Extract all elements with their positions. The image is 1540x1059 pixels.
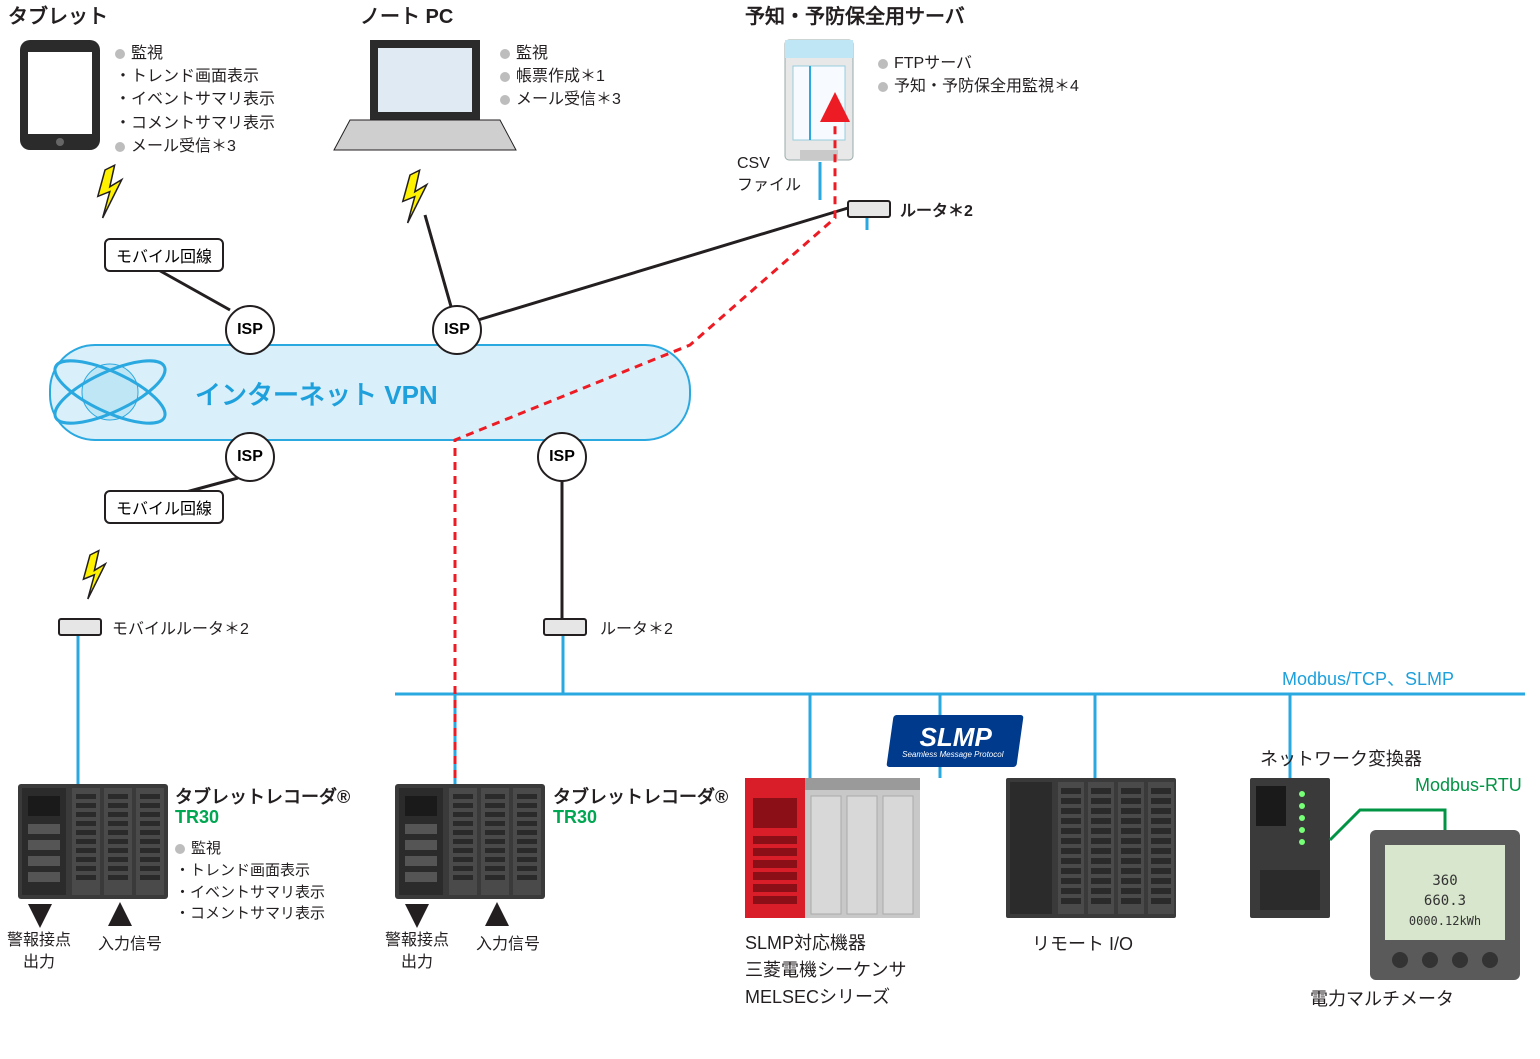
tablet-title: タブレット xyxy=(8,0,108,29)
svg-text:0000.12kWh: 0000.12kWh xyxy=(1409,914,1481,928)
slmp-badge-sub: Seamless Message Protocol xyxy=(902,750,1003,759)
tablet-feature-1: ・トレンド画面表示 xyxy=(115,65,275,88)
svg-text:360: 360 xyxy=(1432,873,1457,889)
tr30-right-model: TR30 xyxy=(553,807,597,828)
tr30-left-title: タブレットレコーダ® xyxy=(175,783,350,809)
csv-file-label: CSV ファイル xyxy=(737,153,801,196)
slmp-badge-main: SLMP xyxy=(920,724,992,750)
tr30-left-feat-0: 監視 xyxy=(175,838,325,860)
laptop-feature-1: 帳票作成＊1 xyxy=(500,65,621,88)
tr30-right-title: タブレットレコーダ® xyxy=(553,783,728,809)
laptop-title: ノート PC xyxy=(360,0,453,29)
tr30-left-model: TR30 xyxy=(175,807,219,828)
mobile-router-icon xyxy=(58,618,102,636)
remote-io-label: リモート I/O xyxy=(1032,930,1133,956)
isp-top-left: ISP xyxy=(225,305,275,355)
tr30-left-alarm: 警報接点 出力 xyxy=(7,930,71,973)
server-feature-0: FTPサーバ xyxy=(878,52,1079,75)
laptop-feature-0: 監視 xyxy=(500,42,621,65)
laptop-feature-list: 監視 帳票作成＊1 メール受信＊3 xyxy=(500,42,621,112)
tablet-feature-2: ・イベントサマリ表示 xyxy=(115,88,275,111)
mobile-line-bottom: モバイル回線 xyxy=(104,490,224,524)
tr30-right-input: 入力信号 xyxy=(476,930,540,954)
power-meter-label: 電力マルチメータ xyxy=(1310,985,1454,1011)
router-bottom-icon xyxy=(543,618,587,636)
slmp-badge: SLMP Seamless Message Protocol xyxy=(886,715,1023,767)
slmp-device-label: SLMP対応機器 三菱電機シーケンサ MELSECシリーズ xyxy=(745,930,906,1011)
server-title: 予知・予防保全用サーバ xyxy=(745,0,965,29)
modbus-rtu-label: Modbus-RTU xyxy=(1415,775,1522,796)
tablet-feature-list: 監視 ・トレンド画面表示 ・イベントサマリ表示 ・コメントサマリ表示 メール受信… xyxy=(115,42,275,158)
tr30-left-input: 入力信号 xyxy=(98,930,162,954)
isp-bottom-right: ISP xyxy=(537,432,587,482)
isp-top-right: ISP xyxy=(432,305,482,355)
mobile-line-top: モバイル回線 xyxy=(104,238,224,272)
tablet-feature-0: 監視 xyxy=(115,42,275,65)
router-top-icon xyxy=(847,200,891,218)
server-feature-list: FTPサーバ 予知・予防保全用監視＊4 xyxy=(878,52,1079,98)
tablet-feature-3: ・コメントサマリ表示 xyxy=(115,112,275,135)
tr30-left-feat-3: ・コメントサマリ表示 xyxy=(175,903,325,925)
svg-text:660.3: 660.3 xyxy=(1424,893,1466,909)
modbus-tcp-label: Modbus/TCP、SLMP xyxy=(1282,665,1454,691)
tr30-right-alarm: 警報接点 出力 xyxy=(385,930,449,973)
server-feature-1: 予知・予防保全用監視＊4 xyxy=(878,75,1079,98)
router-top-label: ルータ＊2 xyxy=(900,197,973,221)
tr30-left-features: 監視 ・トレンド画面表示 ・イベントサマリ表示 ・コメントサマリ表示 xyxy=(175,838,325,925)
net-converter-label: ネットワーク変換器 xyxy=(1260,745,1422,771)
tr30-left-feat-2: ・イベントサマリ表示 xyxy=(175,882,325,904)
router-bottom-label: ルータ＊2 xyxy=(600,615,673,639)
vpn-title: インターネット VPN xyxy=(195,375,438,412)
laptop-feature-2: メール受信＊3 xyxy=(500,88,621,111)
tablet-feature-4: メール受信＊3 xyxy=(115,135,275,158)
isp-bottom-left: ISP xyxy=(225,432,275,482)
mobile-router-label: モバイルルータ＊2 xyxy=(112,615,249,639)
tr30-left-feat-1: ・トレンド画面表示 xyxy=(175,860,325,882)
